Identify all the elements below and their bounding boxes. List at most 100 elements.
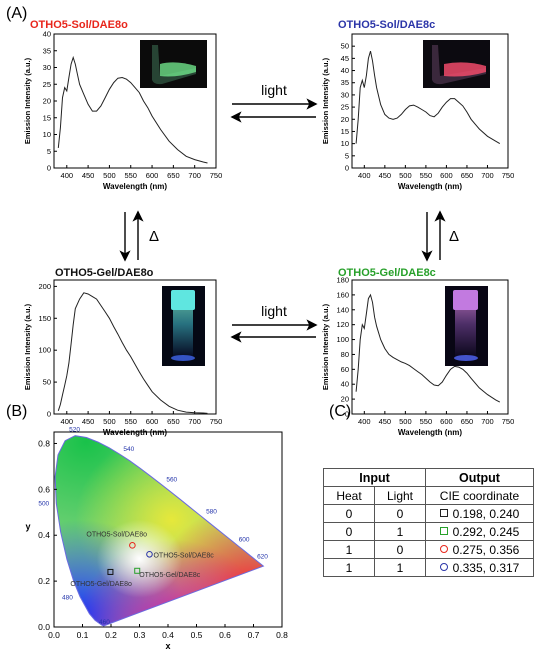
cell-heat: 0 — [323, 504, 375, 523]
x-tick-label: 400 — [358, 171, 371, 180]
panel-label-c: (C) — [329, 403, 351, 420]
emission-line — [57, 292, 208, 414]
x-tick-label: 500 — [103, 171, 116, 180]
x-tick-label: 0.6 — [219, 630, 231, 640]
y-tick-label: 160 — [336, 290, 349, 299]
x-tick-label: 400 — [61, 417, 74, 426]
x-tick-label: 750 — [502, 417, 515, 426]
y-tick-label: 140 — [336, 305, 349, 314]
light-label-bottom: light — [261, 303, 287, 319]
square-marker-icon — [439, 508, 448, 517]
square-marker-icon — [439, 526, 448, 535]
table-output-header: Output — [425, 468, 534, 487]
cie-point-circle — [146, 550, 153, 558]
y-tick-label: 5 — [47, 147, 51, 156]
cell-heat: 0 — [323, 522, 375, 541]
emission-line — [355, 50, 501, 145]
x-tick-label: 450 — [379, 171, 392, 180]
table-input-header: Input — [323, 468, 426, 487]
y-tick-label: 0.0 — [38, 622, 50, 632]
panel-label-b: (B) — [6, 403, 27, 420]
y-tick-label: 200 — [38, 282, 51, 291]
y-tick-label: 80 — [341, 350, 349, 359]
y-tick-label: 25 — [341, 103, 349, 112]
x-tick-label: 0.1 — [77, 630, 89, 640]
y-tick-label: 25 — [43, 80, 51, 89]
panel-label-a: (A) — [6, 5, 27, 22]
cie-point-label: OTHO5-Sol/DAE8c — [153, 552, 214, 559]
x-tick-label: 650 — [461, 171, 474, 180]
y-tick-label: 10 — [43, 130, 51, 139]
emission-line — [355, 293, 501, 403]
delta-label-left: Δ — [149, 228, 159, 245]
y-tick-label: 0 — [47, 410, 51, 419]
cell-cie: 0.292, 0.245 — [425, 522, 534, 541]
wavelength-label: 560 — [166, 477, 177, 484]
x-tick-label: 0.4 — [162, 630, 174, 640]
x-axis-label: Wavelength (nm) — [398, 428, 462, 437]
y-tick-label: 0 — [47, 164, 51, 173]
y-tick-label: 0.8 — [38, 438, 50, 448]
cie-value: 0.198, 0.240 — [452, 506, 520, 521]
chart-gel-closed: OTHO5-Gel/DAE8c 400 450 500 550 600 650 700 750 0… — [321, 267, 514, 437]
y-tick-label: 30 — [43, 63, 51, 72]
y-tick-label: 35 — [43, 46, 51, 55]
y-tick-label: 20 — [341, 115, 349, 124]
cie-value: 0.275, 0.356 — [452, 542, 520, 557]
y-tick-label: 60 — [341, 365, 349, 374]
wavelength-label: 500 — [38, 500, 49, 507]
x-tick-label: 500 — [399, 171, 412, 180]
chart-title: OTHO5-Gel/DAE8o — [55, 267, 154, 279]
wavelength-label: 580 — [206, 508, 217, 515]
chart-sol-open: OTHO5-Sol/DAE8o 400 450 500 550 600 650 700 750 0… — [23, 19, 222, 191]
wavelength-label: 620 — [257, 553, 268, 560]
cie-logic-table: Input Output Heat Light CIE coordinate 0… — [323, 468, 534, 577]
cie-value: 0.335, 0.317 — [452, 560, 520, 575]
x-tick-label: 750 — [210, 417, 223, 426]
x-tick-label: 700 — [481, 417, 494, 426]
emission-line — [57, 55, 208, 164]
y-tick-label: 120 — [336, 320, 349, 329]
y-tick-label: 40 — [43, 30, 51, 39]
cie-chart: 0.0 0.1 0.2 0.3 0.4 0.5 0.6 0.7 0.8 0.0 0.2 0.4 0.6 0… — [25, 427, 288, 651]
cell-light: 0 — [374, 540, 426, 559]
table-light-header: Light — [374, 486, 426, 505]
cie-point-label: OTHO5-Sol/DAE8o — [86, 531, 147, 538]
x-tick-label: 600 — [440, 417, 453, 426]
wavelength-label: 520 — [69, 427, 80, 434]
table-row: 1 0 0.275, 0.356 — [323, 540, 534, 559]
x-tick-label: 400 — [358, 417, 371, 426]
cell-heat: 1 — [323, 558, 375, 577]
plot-frame — [53, 279, 217, 415]
y-tick-label: 0.4 — [38, 530, 50, 540]
cell-cie: 0.198, 0.240 — [425, 504, 534, 523]
wavelength-label: 540 — [123, 446, 134, 453]
x-tick-label: 650 — [167, 417, 180, 426]
y-tick-label: 5 — [345, 151, 349, 160]
vial-photo-gel-open — [162, 286, 205, 366]
y-axis-label: Emission Intensity (a.u.) — [23, 57, 32, 144]
y-axis-label: Emission Intensity (a.u.) — [23, 303, 32, 390]
y-tick-label: 150 — [38, 314, 51, 323]
y-tick-label: 0 — [345, 164, 349, 173]
chart-title: OTHO5-Gel/DAE8c — [338, 267, 436, 279]
x-tick-label: 500 — [399, 417, 412, 426]
delta-label-right: Δ — [449, 228, 459, 245]
table-row: 0 0 0.198, 0.240 — [323, 504, 534, 523]
arrow-delta-left — [119, 210, 144, 262]
circle-marker-icon — [439, 544, 448, 553]
y-tick-label: 10 — [341, 139, 349, 148]
chart-title: OTHO5-Sol/DAE8o — [30, 19, 128, 31]
y-tick-label: 20 — [43, 97, 51, 106]
x-tick-label: 550 — [124, 171, 137, 180]
y-tick-label: 180 — [336, 276, 349, 285]
vial-photo-sol-open — [140, 40, 207, 88]
x-tick-label: 600 — [146, 171, 159, 180]
y-tick-label: 100 — [38, 346, 51, 355]
table-cie-header: CIE coordinate — [425, 486, 534, 505]
cell-heat: 1 — [323, 540, 375, 559]
plot-frame — [351, 279, 509, 415]
table-row: 1 1 0.335, 0.317 — [323, 558, 534, 577]
x-tick-label: 0.5 — [191, 630, 203, 640]
